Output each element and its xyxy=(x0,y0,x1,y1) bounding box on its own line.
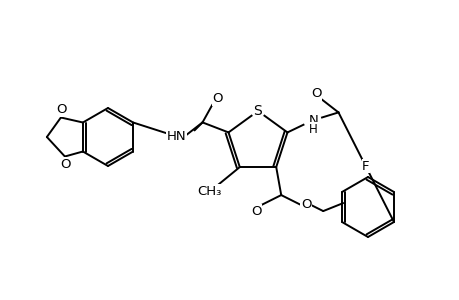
Text: HN: HN xyxy=(167,130,186,143)
Text: O: O xyxy=(311,87,321,100)
Text: CH₃: CH₃ xyxy=(197,184,222,198)
Text: O: O xyxy=(61,158,71,171)
Text: O: O xyxy=(212,92,222,105)
Text: F: F xyxy=(362,160,369,172)
Text: O: O xyxy=(300,198,311,211)
Text: O: O xyxy=(56,103,67,116)
Text: O: O xyxy=(251,205,261,218)
Text: S: S xyxy=(253,104,262,118)
Text: N: N xyxy=(308,114,318,127)
Text: H: H xyxy=(308,123,317,136)
